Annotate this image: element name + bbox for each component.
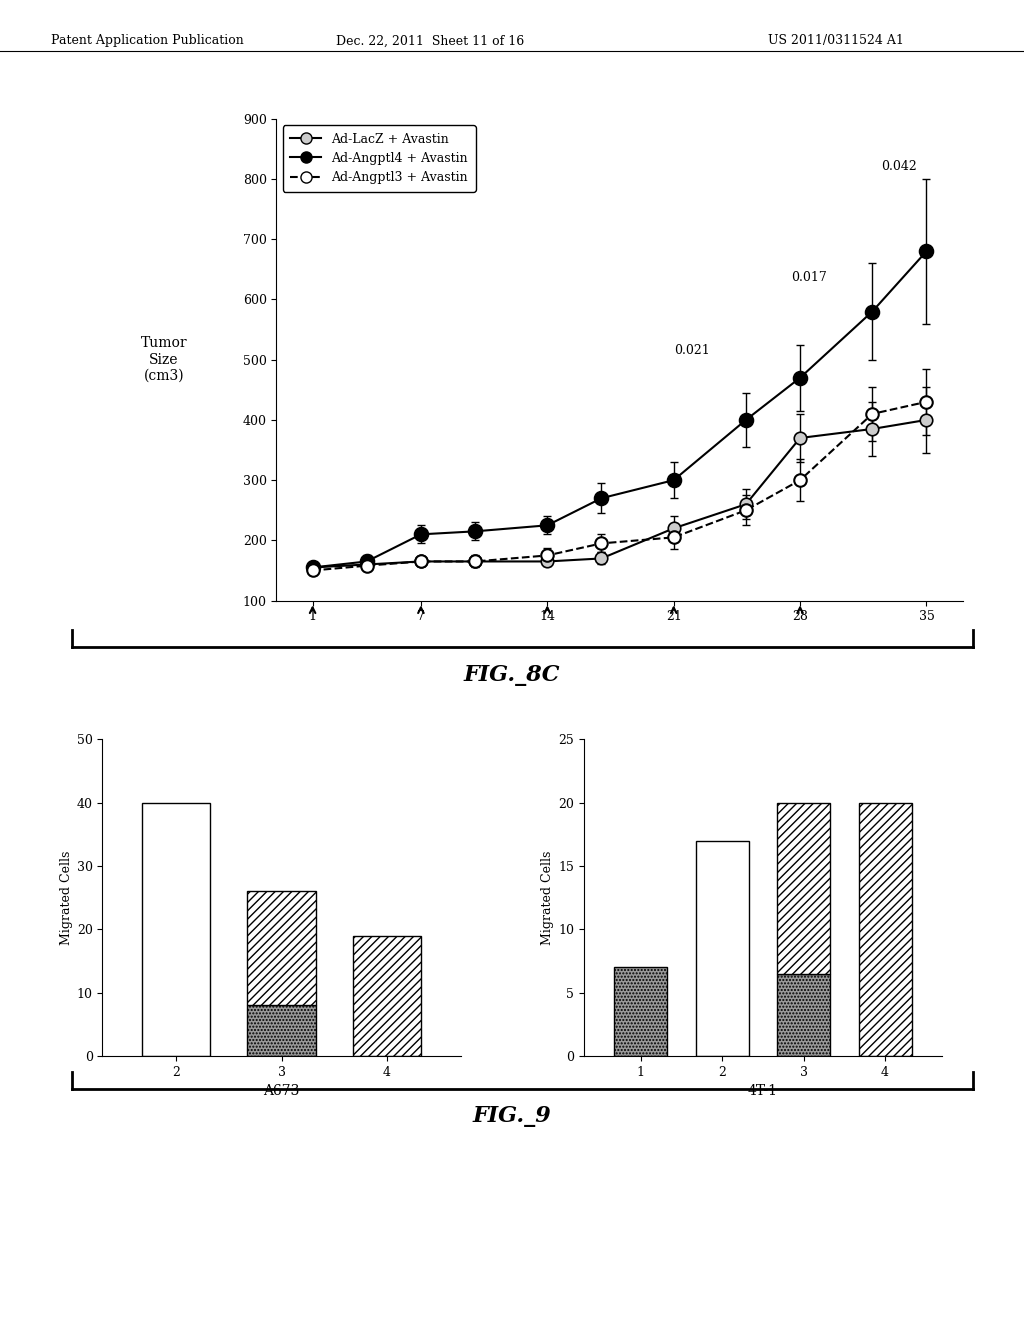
X-axis label: A673: A673 [263, 1084, 300, 1098]
Text: 0.042: 0.042 [882, 160, 918, 173]
Bar [248, 891, 315, 1006]
Bar [142, 803, 211, 1056]
Text: Dec. 22, 2011  Sheet 11 of 16: Dec. 22, 2011 Sheet 11 of 16 [336, 34, 524, 48]
Text: US 2011/0311524 A1: US 2011/0311524 A1 [768, 34, 904, 48]
Text: 0.021: 0.021 [674, 343, 710, 356]
Legend: Ad-LacZ + Avastin, Ad-Angptl4 + Avastin, Ad-Angptl3 + Avastin: Ad-LacZ + Avastin, Ad-Angptl4 + Avastin,… [283, 125, 475, 191]
Bar [858, 803, 911, 1056]
X-axis label: 4T-1: 4T-1 [748, 1084, 778, 1098]
Text: 0.017: 0.017 [792, 272, 826, 284]
Y-axis label: Migrated Cells: Migrated Cells [59, 850, 73, 945]
Text: FIG._8C: FIG._8C [464, 664, 560, 686]
Bar [248, 1006, 315, 1056]
Y-axis label: Tumor
Size
(cm3): Tumor Size (cm3) [140, 337, 187, 383]
Text: Patent Application Publication: Patent Application Publication [51, 34, 244, 48]
Bar [352, 936, 421, 1056]
Text: FIG._9: FIG._9 [473, 1105, 551, 1127]
Bar [695, 841, 749, 1056]
Bar [777, 803, 830, 974]
Bar [614, 968, 668, 1056]
Y-axis label: Migrated Cells: Migrated Cells [541, 850, 554, 945]
Bar [777, 974, 830, 1056]
